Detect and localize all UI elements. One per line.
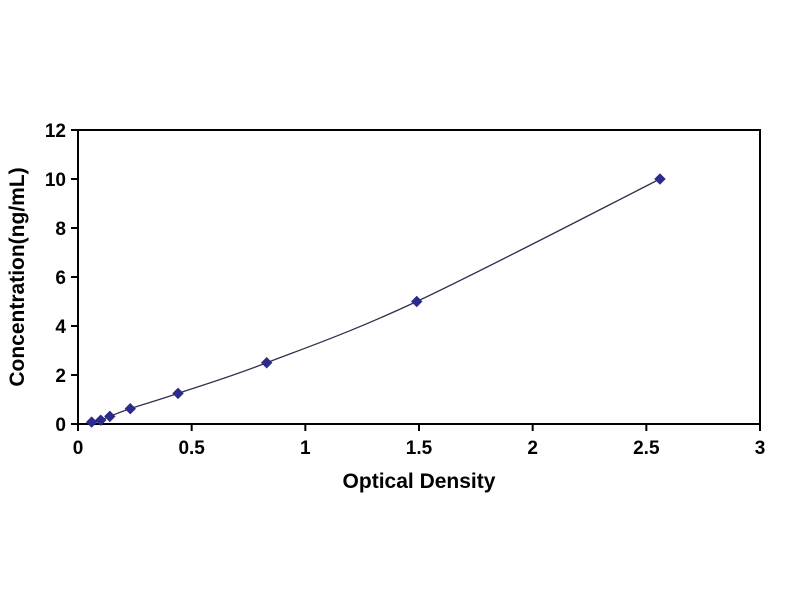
data-point-diamond — [411, 295, 423, 308]
y-tick-label: 12 — [45, 121, 66, 142]
y-tick-label: 10 — [45, 170, 66, 191]
x-tick-label: 3 — [755, 438, 766, 459]
y-tick-label: 8 — [55, 219, 66, 240]
y-tick-label: 2 — [55, 366, 66, 387]
x-tick-label: 1 — [300, 438, 311, 459]
y-tick-label: 6 — [55, 268, 66, 289]
x-tick-label: 0.5 — [178, 438, 205, 459]
plot-area-frame — [77, 129, 761, 425]
data-point-diamond — [260, 357, 273, 369]
y-tick-label: 4 — [55, 317, 66, 338]
x-tick-label: 1.5 — [406, 438, 433, 459]
data-point-markers — [85, 173, 666, 428]
y-axis-ticks: 0 2 4 6 8 10 12 — [45, 121, 78, 436]
data-point-diamond — [124, 402, 136, 415]
data-point-diamond — [654, 173, 666, 185]
data-point-diamond — [172, 387, 184, 400]
y-axis-label: Concentration(ng/mL) — [6, 167, 29, 386]
data-point-diamond — [95, 414, 107, 426]
x-tick-label: 2.5 — [633, 438, 660, 459]
y-tick-label: 0 — [55, 415, 66, 436]
x-axis-ticks: 0 0.5 1 1.5 2 2.5 3 — [73, 424, 766, 459]
data-point-diamond — [85, 416, 98, 428]
x-axis-label: Optical Density — [343, 470, 496, 493]
x-tick-label: 0 — [73, 438, 84, 459]
x-tick-label: 2 — [527, 438, 538, 459]
standard-curve-line — [91, 178, 661, 423]
data-point-diamond — [104, 410, 116, 423]
